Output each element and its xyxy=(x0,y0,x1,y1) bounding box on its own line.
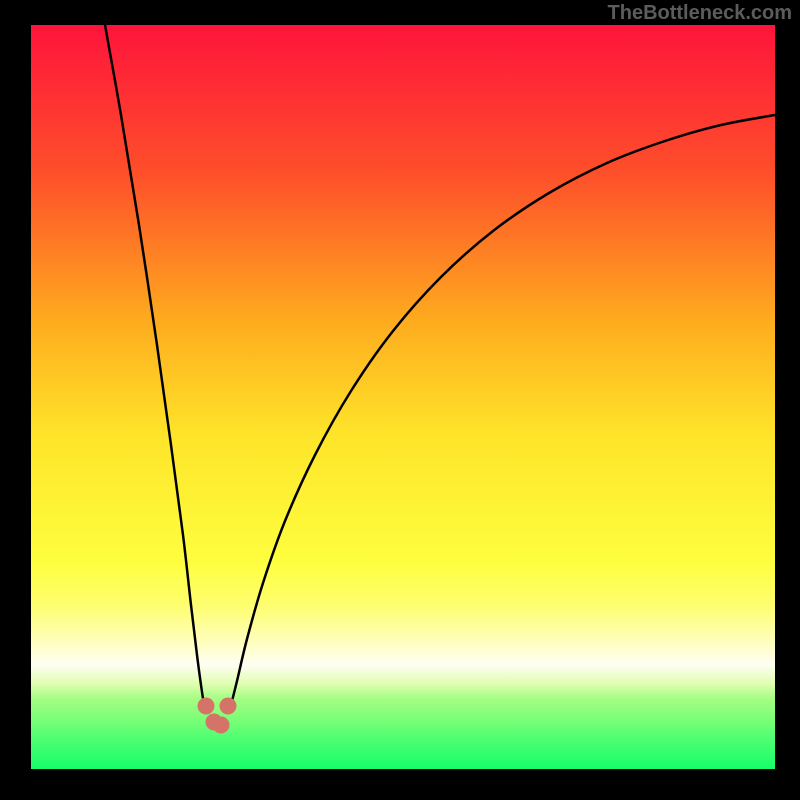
valley-marker xyxy=(213,717,230,734)
valley-marker xyxy=(198,698,215,715)
plot-area xyxy=(31,25,775,769)
watermark-text: TheBottleneck.com xyxy=(608,2,792,25)
chart-container: TheBottleneck.com xyxy=(0,0,800,800)
left-curve xyxy=(105,25,204,705)
curve-layer xyxy=(31,25,775,769)
valley-marker xyxy=(220,698,237,715)
right-curve xyxy=(231,115,775,705)
